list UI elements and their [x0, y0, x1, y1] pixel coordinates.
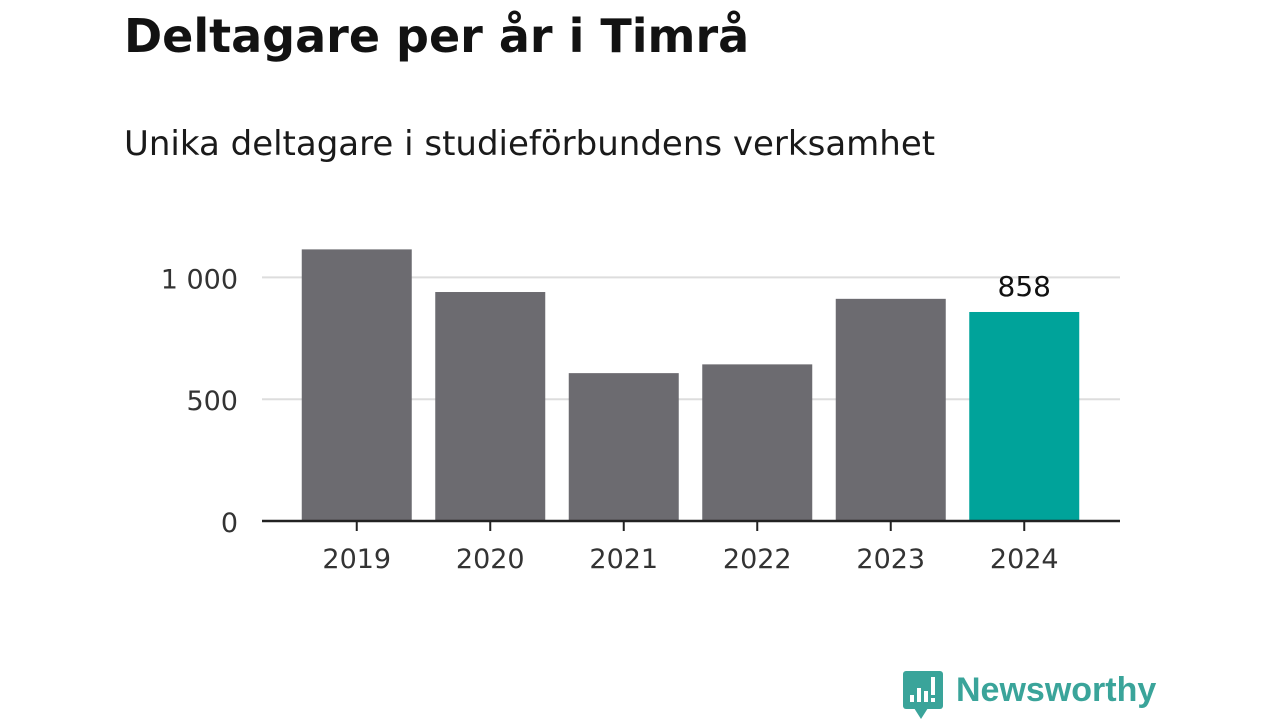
bar-2021 [568, 373, 679, 521]
bar-2022 [702, 364, 813, 521]
x-tick-label: 2020 [456, 544, 525, 575]
x-tick-label: 2024 [990, 544, 1059, 575]
chart-title: Deltagare per år i Timrå [124, 9, 750, 63]
bar-2019 [301, 249, 412, 522]
brand-logo: Newsworthy [902, 668, 1156, 720]
y-tick-label: 1 000 [161, 264, 238, 295]
x-tick-label: 2019 [322, 544, 391, 575]
data-label: 858 [998, 270, 1051, 303]
bar-chart-speech-bubble-icon [903, 671, 943, 719]
x-tick-label: 2022 [723, 544, 792, 575]
chart-subtitle: Unika deltagare i studieförbundens verks… [124, 124, 936, 164]
y-tick-label: 0 [221, 508, 238, 539]
brand-name: Newsworthy [956, 671, 1157, 709]
x-tick-label: 2021 [589, 544, 658, 575]
y-tick-label: 500 [186, 386, 238, 417]
bar-2023 [835, 298, 946, 521]
bar-2024 [969, 311, 1080, 521]
bar-2020 [435, 292, 546, 521]
x-tick-label: 2023 [856, 544, 925, 575]
